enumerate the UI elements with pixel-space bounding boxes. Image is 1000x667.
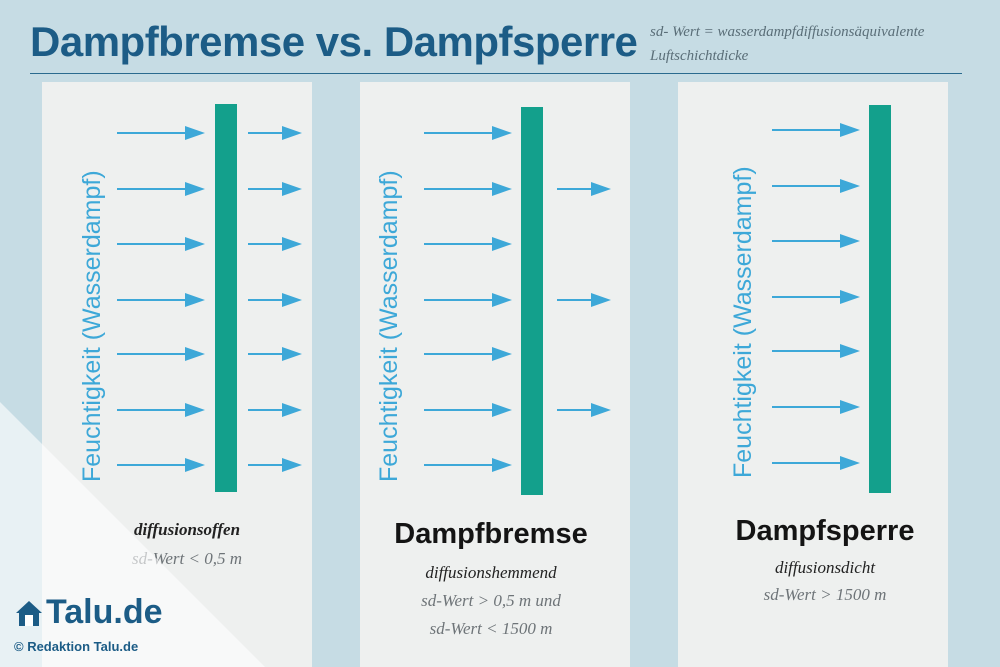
incoming-arrow	[772, 290, 860, 304]
sd-definition-line2: Luftschichtdicke	[650, 48, 749, 64]
incoming-arrow	[772, 344, 860, 358]
incoming-arrow	[772, 179, 860, 193]
incoming-arrow	[424, 347, 512, 361]
incoming-arrow	[424, 293, 512, 307]
house-logo-icon	[16, 601, 42, 626]
panel-dampfsperre	[678, 82, 948, 667]
title-divider	[30, 73, 962, 74]
incoming-arrow	[424, 126, 512, 140]
incoming-arrow	[772, 456, 860, 470]
incoming-arrow	[117, 182, 205, 196]
caption-sd-value-lower: sd-Wert > 0,5 m und	[421, 591, 561, 610]
caption-diffusionsdicht: diffusionsdicht	[774, 558, 876, 577]
page-title: Dampfbremse vs. Dampfsperre	[30, 18, 638, 65]
incoming-arrow	[772, 123, 860, 137]
incoming-arrow	[424, 237, 512, 251]
passing-arrow	[248, 347, 302, 361]
incoming-arrow	[117, 347, 205, 361]
incoming-arrow	[424, 403, 512, 417]
passing-arrow	[248, 126, 302, 140]
caption-sd-value-dampfsperre: sd-Wert > 1500 m	[763, 585, 887, 604]
incoming-arrow	[424, 458, 512, 472]
incoming-arrow	[772, 400, 860, 414]
passing-arrow	[248, 237, 302, 251]
caption-title-dampfsperre: Dampfsperre	[735, 515, 915, 547]
passing-arrow	[248, 182, 302, 196]
passing-arrow	[557, 182, 611, 196]
incoming-arrow	[117, 126, 205, 140]
incoming-arrow	[117, 293, 205, 307]
barrier-layer-diffusionsoffen	[215, 104, 237, 492]
incoming-arrow	[117, 237, 205, 251]
corner-overlay	[0, 402, 265, 667]
sd-definition: sd- Wert = wasserdampfdiffusionsäquivale…	[650, 20, 990, 68]
passing-arrow	[557, 293, 611, 307]
incoming-arrow	[772, 234, 860, 248]
passing-arrow	[557, 403, 611, 417]
panel-dampfbremse	[360, 82, 630, 667]
caption-title-dampfbremse: Dampfbremse	[394, 518, 588, 550]
credit-text: © Redaktion Talu.de	[14, 639, 139, 654]
sd-definition-line1: sd- Wert = wasserdampfdiffusionsäquivale…	[650, 24, 925, 40]
barrier-layer-dampfsperre	[869, 105, 891, 493]
barrier-layer-dampfbremse	[521, 107, 543, 495]
caption-diffusionshemmend: diffusionshemmend	[425, 563, 557, 582]
incoming-arrow	[424, 182, 512, 196]
passing-arrow	[248, 293, 302, 307]
logo-text[interactable]: Talu.de	[46, 593, 163, 631]
caption-sd-value-upper: sd-Wert < 1500 m	[429, 619, 553, 638]
